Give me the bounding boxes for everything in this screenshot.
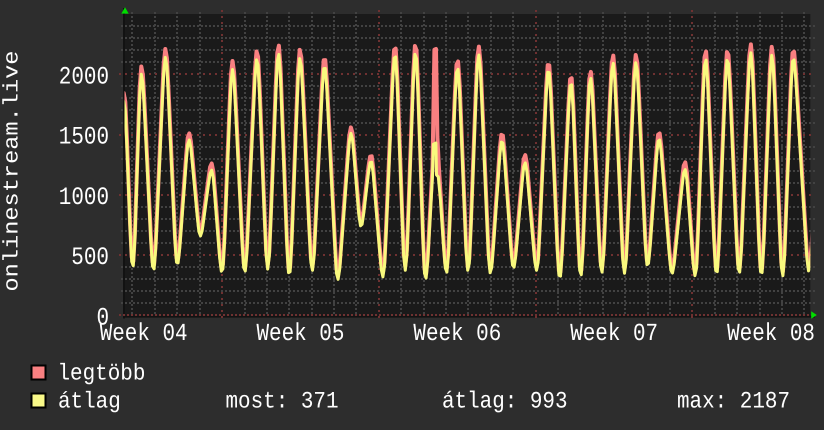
svg-text:legtöbb: legtöbb: [58, 361, 146, 387]
svg-text:500: 500: [71, 243, 109, 272]
svg-text:Week 04: Week 04: [100, 321, 188, 348]
svg-text:1000: 1000: [59, 183, 109, 212]
svg-text:Week 07: Week 07: [570, 321, 658, 348]
svg-text:Week 06: Week 06: [413, 321, 501, 348]
svg-text:max: 2187: max: 2187: [677, 389, 790, 416]
svg-text:0: 0: [97, 304, 110, 333]
svg-text:Week 05: Week 05: [257, 321, 345, 348]
svg-text:átlag: átlag: [58, 389, 121, 415]
svg-text:most: 371: most: 371: [226, 389, 339, 416]
svg-text:1500: 1500: [59, 123, 109, 152]
svg-text:Week 08: Week 08: [727, 321, 815, 348]
svg-text:átlag: 993: átlag: 993: [442, 389, 568, 416]
svg-text:2000: 2000: [59, 62, 109, 91]
svg-text:onlinestream.live: onlinestream.live: [2, 51, 25, 292]
